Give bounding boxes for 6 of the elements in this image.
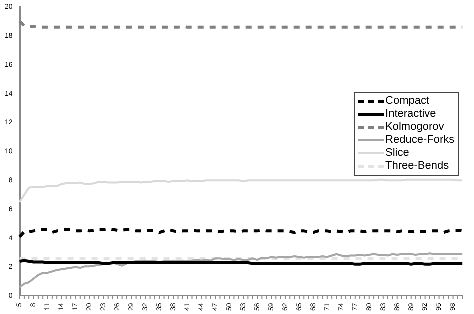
legend-label: Slice (386, 146, 410, 160)
legend-label: Reduce-Forks (386, 134, 455, 147)
legend-label: Three-Bends (386, 160, 450, 173)
legend-label: Compact (386, 94, 430, 108)
legend-label: Kolmogorov (386, 120, 444, 134)
legend-label: Interactive (386, 108, 436, 121)
